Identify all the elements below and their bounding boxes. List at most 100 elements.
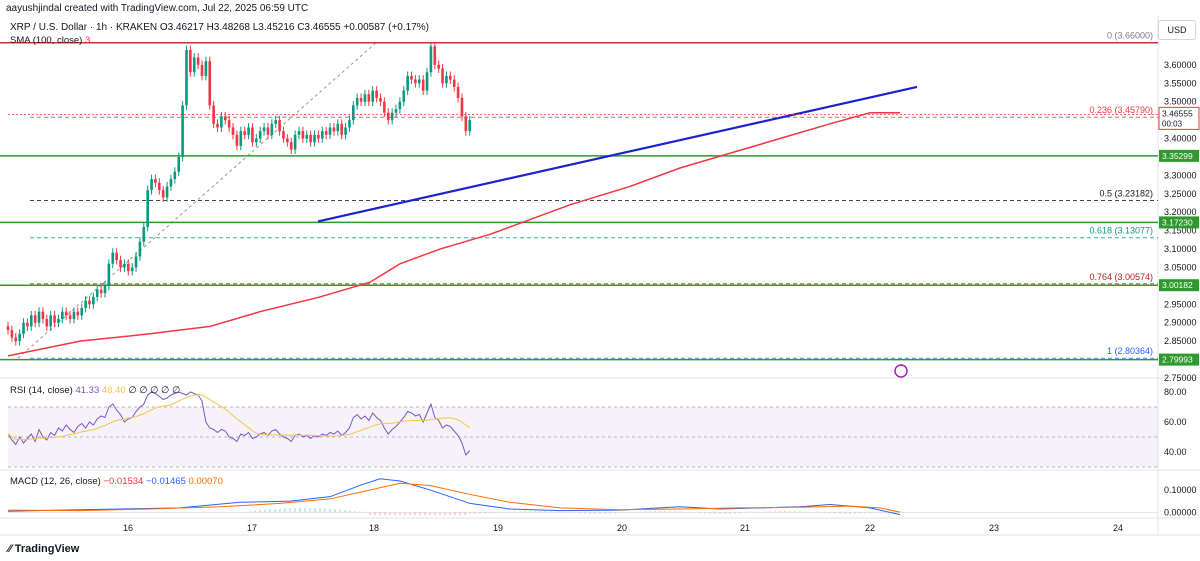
candle-body	[255, 138, 258, 143]
candle-body	[33, 315, 37, 323]
candle-body	[348, 120, 351, 128]
rsi-legend[interactable]: RSI (14, close) 41.33 48.40 ∅ ∅ ∅ ∅ ∅	[10, 385, 180, 396]
brand-name: TradingView	[14, 543, 80, 555]
candle-body	[309, 134, 312, 143]
candle-body	[208, 61, 212, 106]
price-level-tag	[1159, 353, 1199, 366]
candle-body	[37, 311, 41, 323]
candle-body	[313, 134, 316, 143]
candle-body	[72, 311, 76, 320]
macd-legend[interactable]: MACD (12, 26, close) −0.01534 −0.01465 0…	[10, 476, 223, 487]
candle-body	[340, 123, 343, 135]
candle-body	[64, 311, 68, 316]
price-tick-label: 3.05000	[1164, 262, 1197, 272]
candle-body	[332, 127, 336, 132]
candle-body	[460, 98, 464, 117]
macd-signal-line	[7, 482, 901, 513]
candle-body	[177, 156, 181, 172]
candle-body	[301, 131, 305, 139]
candle-body	[386, 112, 390, 121]
time-tick-label: 21	[740, 523, 750, 533]
candle-body	[57, 319, 60, 323]
candle-body	[10, 330, 14, 338]
candle-body	[243, 131, 246, 135]
candle-body	[146, 190, 149, 227]
candle-body	[107, 263, 111, 286]
candle-body	[425, 72, 429, 91]
macd-tick-label: 0.10000	[1164, 485, 1197, 495]
candle-body	[266, 127, 270, 135]
candle-body	[359, 98, 363, 102]
candle-body	[138, 241, 142, 257]
candle-body	[26, 322, 29, 327]
rsi-band	[8, 407, 1158, 467]
candle-body	[14, 337, 18, 342]
sma-label: SMA (100, close)	[10, 35, 83, 46]
candle-body	[158, 182, 161, 191]
rsi-value: 41.33	[75, 385, 100, 396]
candle-body	[196, 57, 200, 65]
candle-body	[165, 186, 169, 198]
time-tick-label: 19	[493, 523, 503, 533]
fib-level-label: 0.236 (3.45790)	[1089, 105, 1153, 115]
last-price-tag	[1158, 106, 1200, 130]
time-tick-label: 16	[123, 523, 133, 533]
candle-body	[282, 131, 285, 139]
candle-body	[130, 267, 134, 272]
price-level-tag	[1159, 216, 1199, 229]
candle-body	[154, 179, 157, 183]
rsi-tick-label: 80.00	[1164, 387, 1187, 397]
candle-body	[429, 46, 433, 73]
macd-hist-value: −0.01534	[103, 476, 144, 487]
rsi-ma-line	[7, 394, 470, 441]
candle-body	[61, 311, 64, 320]
candle-body	[84, 300, 87, 308]
candle-body	[192, 57, 196, 73]
candle-body	[227, 120, 231, 128]
macd-label: MACD (12, 26, close)	[10, 476, 101, 487]
candle-body	[449, 75, 452, 80]
sma-value: 3	[84, 35, 91, 46]
symbol-name[interactable]: XRP / U.S. Dollar · 1h · KRAKEN	[10, 22, 158, 33]
candle-body	[80, 308, 84, 316]
fib-trend-guide	[17, 42, 377, 359]
tradingview-logo[interactable]: ⁄⁄ TradingView	[8, 543, 80, 555]
candle-body	[220, 116, 223, 128]
candle-body	[68, 315, 72, 320]
candle-body	[433, 46, 437, 65]
candle-body	[414, 79, 417, 84]
sma-legend[interactable]: SMA (100, close) 3	[10, 35, 90, 46]
candle-body	[344, 127, 347, 135]
price-tick-label: 3.10000	[1164, 244, 1197, 254]
price-tick-label: 3.25000	[1164, 189, 1197, 199]
candle-body	[258, 131, 262, 139]
price-tick-label: 3.50000	[1164, 97, 1197, 107]
candle-body	[76, 311, 80, 316]
rsi-extra: ∅ ∅ ∅ ∅ ∅	[128, 385, 181, 396]
candle-body	[390, 112, 394, 121]
candle-body	[185, 50, 188, 106]
time-tick-label: 24	[1113, 523, 1123, 533]
currency-button[interactable]: USD	[1158, 20, 1196, 40]
last-price-tag-text: 3.46555	[1162, 108, 1193, 118]
fib-level-label: 1 (2.80364)	[1107, 346, 1153, 356]
candle-body	[111, 252, 115, 264]
price-tick-label: 3.60000	[1164, 60, 1197, 70]
candle-body	[379, 98, 382, 102]
candle-body	[406, 75, 409, 91]
candle-body	[134, 256, 138, 268]
candle-body	[231, 127, 235, 135]
replay-icon	[894, 364, 908, 378]
candle-body	[169, 179, 173, 187]
candle-body	[452, 79, 456, 87]
price-level-tag-text: 3.17230	[1162, 217, 1193, 227]
macd-signal-value: 0.00070	[188, 476, 223, 487]
candle-body	[189, 50, 192, 73]
time-tick-label: 17	[247, 523, 257, 533]
candle-body	[92, 296, 95, 305]
trendline	[317, 85, 918, 223]
candle-body	[363, 94, 367, 102]
candle-body	[49, 315, 52, 327]
price-tick-label: 2.90000	[1164, 318, 1197, 328]
candle-body	[22, 322, 25, 334]
